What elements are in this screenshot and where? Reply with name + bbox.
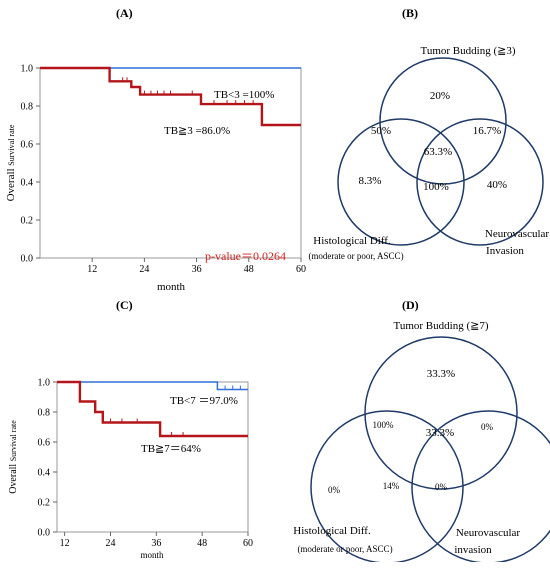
y-tick-label: 1.0 [38, 378, 51, 389]
venn-region-center: 33.3% [426, 427, 454, 439]
survival-curve-high [40, 66, 301, 127]
venn-circle-tumor-budding [364, 336, 518, 490]
km-chart-a: 0.0 0.2 0.4 0.6 0.8 1.0 12 24 36 48 60 Overall Su… [5, 64, 306, 294]
venn-set-label-left: Histological Diff. [293, 525, 371, 537]
venn-region-top-right: 16.7% [473, 125, 501, 137]
x-axis-label: month [157, 281, 186, 293]
series-label-tb-high: TB≧3 =86.0% [164, 125, 230, 137]
venn-region-center: 63.3% [424, 146, 452, 158]
y-tick-label: 0.6 [21, 140, 34, 151]
x-tick-label: 36 [192, 264, 202, 275]
y-axis-label: Overall Survival rate [5, 124, 17, 201]
venn-region-top-left: 100% [373, 420, 395, 430]
y-tick-label: 0.4 [38, 468, 51, 479]
km-chart-c: 0.0 0.2 0.4 0.6 0.8 1.0 12 24 36 48 60 Overall Su… [8, 378, 253, 561]
y-axis-label-main: Overall [5, 166, 17, 202]
survival-curve-low [57, 381, 248, 391]
venn-diagram-b: Tumor Budding (≧3) 20% 50% 16.7% 63.3% 8… [308, 45, 549, 261]
venn-region-left-only: 8.3% [359, 175, 382, 187]
venn-circle-histological [337, 118, 465, 246]
venn-region-left-right: 14% [383, 481, 400, 491]
y-tick-label: 0.0 [38, 528, 51, 539]
venn-region-top-right: 0% [481, 422, 494, 432]
venn-region-top-only: 20% [430, 90, 450, 102]
x-axis: 12 24 36 48 60 [87, 258, 306, 275]
venn-set-label-left: Histological Diff. [313, 235, 391, 247]
x-tick-label: 60 [243, 538, 253, 549]
venn-region-right-only: 40% [487, 179, 507, 191]
venn-circle-tumor-budding [379, 57, 507, 185]
x-tick-label: 36 [151, 538, 161, 549]
x-tick-label: 60 [296, 264, 306, 275]
y-axis-label: Overall Survival rate [8, 420, 19, 494]
venn-region-left-only: 0% [328, 485, 341, 495]
venn-region-top-left: 50% [371, 125, 391, 137]
venn-circle-neurovascular [416, 118, 544, 246]
x-axis-label: month [140, 550, 164, 560]
x-tick-label: 12 [60, 538, 70, 549]
y-tick-label: 0.0 [21, 254, 34, 265]
series-group [40, 66, 301, 127]
panel-label-c: (C) [116, 298, 133, 312]
venn-set-label-right-2: Invasion [486, 245, 524, 257]
y-axis-label-small: Survival rate [9, 420, 18, 462]
series-label-tb-low: TB<3 =100% [214, 89, 274, 101]
y-axis: 0.0 0.2 0.4 0.6 0.8 1.0 [38, 378, 57, 539]
venn-set-label-left-sub: (moderate or poor, ASCC) [297, 544, 392, 554]
y-axis-label-small: Survival rate [7, 124, 16, 166]
venn-set-label-top: Tumor Budding (≧3) [421, 45, 516, 57]
y-tick-label: 0.2 [38, 498, 51, 509]
y-axis: 0.0 0.2 0.4 0.6 0.8 1.0 [21, 64, 40, 265]
venn-circle-neurovascular [411, 410, 550, 562]
venn-region-top-only: 33.3% [427, 368, 455, 380]
p-value-label: p-value＝0.0264 [205, 249, 286, 263]
survival-curve-high [57, 380, 248, 438]
series-label-tb-low: TB<7 ＝97.0% [170, 395, 238, 407]
y-tick-label: 0.8 [21, 102, 34, 113]
venn-circle-histological [310, 410, 464, 562]
series-label-tb-high: TB≧7＝64% [141, 443, 201, 455]
x-tick-label: 48 [244, 264, 254, 275]
series-group [57, 380, 248, 438]
venn-set-label-right-1: Neurovascular [456, 527, 520, 539]
y-tick-label: 0.6 [38, 438, 51, 449]
y-tick-label: 1.0 [21, 64, 34, 75]
venn-set-label-right-1: Neurovascular [485, 228, 549, 240]
venn-region-left-right: 100% [423, 181, 449, 193]
venn-diagram-d: Tumor Budding (≧7) 33.3% 100% 0% 33.3% 0… [293, 320, 550, 562]
x-tick-label: 24 [105, 538, 115, 549]
venn-set-label-top: Tumor Budding (≧7) [394, 320, 489, 332]
y-tick-label: 0.4 [21, 178, 34, 189]
panel-label-a: (A) [116, 6, 133, 20]
venn-set-label-left-sub: (moderate or poor, ASCC) [308, 251, 403, 261]
y-axis-label-main: Overall [8, 461, 19, 494]
venn-region-right-only: 0% [435, 482, 448, 492]
x-axis: 12 24 36 48 60 [60, 532, 253, 549]
y-tick-label: 0.8 [38, 408, 51, 419]
y-tick-label: 0.2 [21, 216, 34, 227]
x-tick-label: 12 [87, 264, 97, 275]
panel-label-d: (D) [402, 298, 419, 312]
x-tick-label: 48 [197, 538, 207, 549]
x-tick-label: 24 [139, 264, 149, 275]
panel-label-b: (B) [402, 6, 418, 20]
venn-set-label-right-2: invasion [454, 544, 492, 556]
